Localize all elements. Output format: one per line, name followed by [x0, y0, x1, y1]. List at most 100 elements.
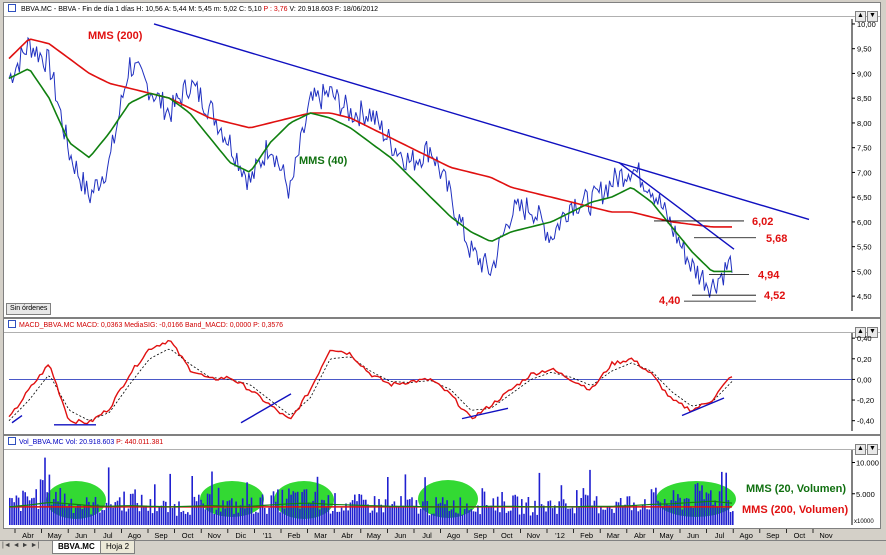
price-y-tick-label: 6,50 [857, 193, 872, 202]
volume-bar [99, 512, 101, 525]
volume-bar [325, 507, 327, 525]
volume-bar [595, 496, 598, 525]
ma200-label: MMS (200) [88, 30, 143, 42]
volume-bar [318, 509, 321, 525]
ohlc-readout: Fin de día 1 días H: 10,56 A: 5,44 M: 5,… [82, 6, 262, 13]
volume-bar [329, 513, 332, 525]
pane-up-button[interactable]: ▲ [855, 11, 866, 22]
x-tick-label: Nov [819, 531, 833, 540]
volume-bar [593, 500, 596, 525]
volume-bar [259, 497, 262, 525]
volume-bar [474, 511, 477, 525]
volume-bar [721, 471, 723, 525]
sin-ordenes-button[interactable]: Sin órdenes [6, 303, 52, 315]
volume-bar [501, 492, 503, 525]
volume-bar [116, 500, 119, 525]
pane-up-button[interactable]: ▲ [855, 444, 866, 455]
volume-bar [652, 492, 655, 525]
volume-bar [283, 508, 286, 525]
x-tick-label: Ago [447, 531, 460, 540]
volume-bar [96, 504, 99, 525]
volume-bar [231, 498, 233, 525]
volume-bar [173, 504, 176, 525]
volume-bar [398, 506, 400, 525]
volume-bar [452, 500, 455, 525]
volume-bar [11, 498, 13, 525]
volume-bar [114, 502, 117, 525]
volume-bar [169, 473, 171, 525]
volume-bar [532, 512, 534, 525]
pane-up-button[interactable]: ▲ [855, 327, 866, 338]
volume-bar [77, 504, 79, 525]
volume-bar [226, 501, 229, 525]
volume-bar [338, 511, 341, 525]
level-label: 4,52 [764, 290, 785, 302]
volume-bar [567, 508, 569, 525]
volume-bar [424, 477, 426, 525]
x-tick-label: Jul [422, 531, 432, 540]
tab-navigation-arrows[interactable]: |◄ ◄ ► ►| [2, 542, 40, 549]
volume-chart[interactable]: 10.000 5.000 x10000 MMS (20, Volumen) MMS (2… [4, 436, 880, 528]
x-tick-label: Sep [766, 531, 779, 540]
volume-bar [136, 503, 139, 525]
volume-bar [63, 493, 66, 525]
ma200-line [8, 38, 732, 228]
macd-chart[interactable]: 0,40 0,20 0,00 -0,20 -0,40 [4, 319, 880, 434]
volume-bar [44, 457, 46, 525]
x-tick-label: Ago [128, 531, 141, 540]
volume-bar [705, 492, 708, 525]
macd-signal-line [8, 348, 733, 421]
volume-bar [411, 497, 413, 525]
volume-bar [112, 507, 114, 525]
price-y-tick-label: 5,00 [857, 267, 872, 276]
volume-bar [140, 494, 143, 525]
volume-bar [395, 505, 398, 525]
volume-bar [294, 492, 297, 525]
price-chart[interactable]: 10,00 9,50 9,00 8,50 8,00 7,50 7,00 6,50 6,00 5,5… [4, 3, 880, 317]
security-name: BBVA [58, 6, 76, 13]
volume-bar [727, 500, 730, 525]
pane-down-button[interactable]: ▼ [867, 444, 878, 455]
volume-bar [683, 498, 686, 525]
volume-bar [53, 499, 55, 525]
volume-bar [220, 511, 222, 525]
volume-bar [22, 490, 24, 525]
pane-down-button[interactable]: ▼ [867, 327, 878, 338]
volume-bar [571, 507, 574, 525]
macd-y-tick-label: 0,40 [857, 334, 872, 343]
volume-bar [101, 509, 103, 525]
volume-bar [334, 493, 336, 525]
volume-bar [270, 495, 273, 525]
volume-bar [404, 474, 407, 525]
volume-bar [162, 500, 165, 525]
volume-bar [646, 509, 648, 525]
volume-bar [565, 503, 567, 525]
volume-bar [505, 512, 508, 525]
volume-bar [468, 510, 470, 525]
volume-bar [39, 479, 42, 525]
tab-bbva[interactable]: BBVA.MC [52, 541, 101, 554]
volume-bar [685, 498, 688, 525]
volume-bar [597, 513, 600, 525]
price-y-tick-label: 6,00 [857, 218, 872, 227]
volume-bar [246, 482, 248, 525]
tab-hoja-2[interactable]: Hoja 2 [100, 541, 136, 554]
volume-bar [42, 480, 44, 525]
volume-bar [608, 507, 611, 525]
volume-bar [694, 484, 697, 525]
chart-icon [8, 437, 16, 445]
volume-bar [391, 504, 393, 525]
macd-y-tick-label: -0,20 [857, 396, 874, 405]
volume-bar [644, 499, 646, 525]
volume-bar [279, 512, 281, 525]
volume-bar [714, 500, 716, 525]
volume-bar [94, 497, 97, 525]
date-readout: F: 18/06/2012 [334, 6, 379, 13]
volume-bar [343, 510, 345, 525]
volume-bar [182, 510, 185, 525]
volume-bar [202, 503, 204, 525]
volume-bar [31, 498, 33, 525]
volume-bar [378, 499, 380, 525]
volume-bar [301, 492, 303, 525]
pane-down-button[interactable]: ▼ [867, 11, 878, 22]
